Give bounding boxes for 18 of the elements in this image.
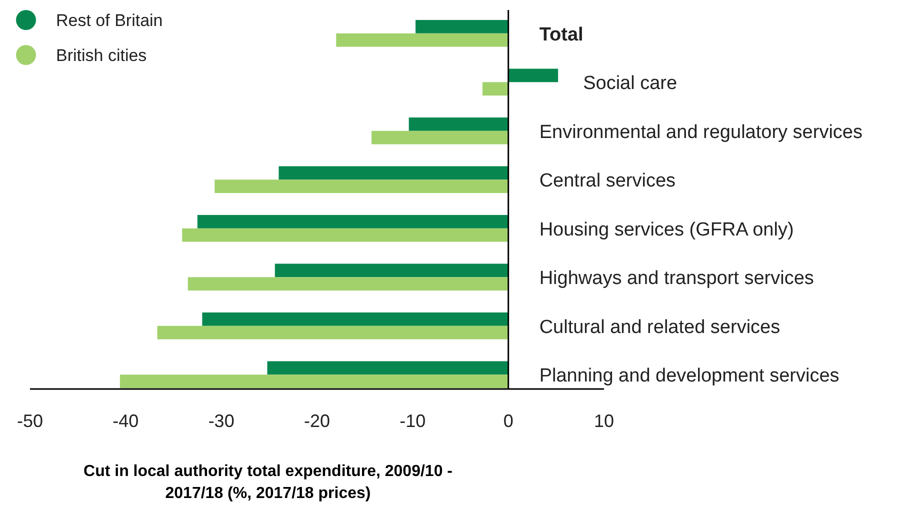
x-tick-label: 0: [503, 411, 514, 431]
x-tick-label: -20: [304, 411, 330, 431]
y-tick-label: Social care: [583, 73, 678, 94]
x-tick-label: -50: [16, 411, 44, 431]
y-tick-label: Cultural and related services: [539, 316, 780, 338]
y-tick-label: Housing services (GFRA only): [539, 219, 794, 240]
y-tick-label: Planning and development services: [539, 366, 840, 387]
y-tick-label: Central services: [539, 170, 676, 192]
y-tick-label: Total: [539, 24, 584, 46]
y-tick-label: Environmental and regulatory services: [539, 122, 863, 143]
x-axis-title: Cut in local authority total expenditure, 2009/10 - 2017/18 (%, 2017/18 prices): [84, 463, 452, 502]
legend-label: British cities: [56, 46, 147, 65]
x-tick-label: 10: [594, 411, 614, 431]
legend-label: Rest of Britain: [56, 11, 163, 30]
x-tick-label: -40: [112, 411, 139, 431]
x-tick-label: -10: [400, 411, 426, 431]
x-tick-label: -30: [208, 411, 234, 431]
y-tick-label: Highways and transport services: [539, 268, 814, 290]
